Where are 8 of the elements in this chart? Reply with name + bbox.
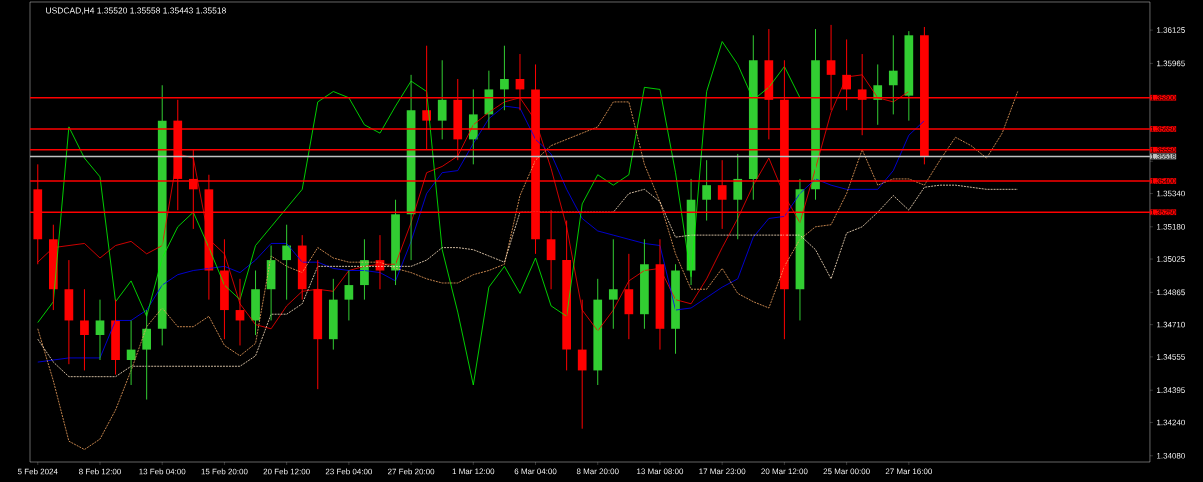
candlestick: [328, 278, 338, 351]
text: USDCAD,H4 1.35520 1.35558 1.35443 1.35518: [46, 7, 226, 15]
candlestick: [437, 59, 447, 140]
candlestick: [80, 288, 89, 371]
candlestick: [608, 238, 618, 330]
candlestick: [904, 30, 914, 122]
candlestick: [702, 159, 711, 222]
line-series: [37, 41, 801, 386]
